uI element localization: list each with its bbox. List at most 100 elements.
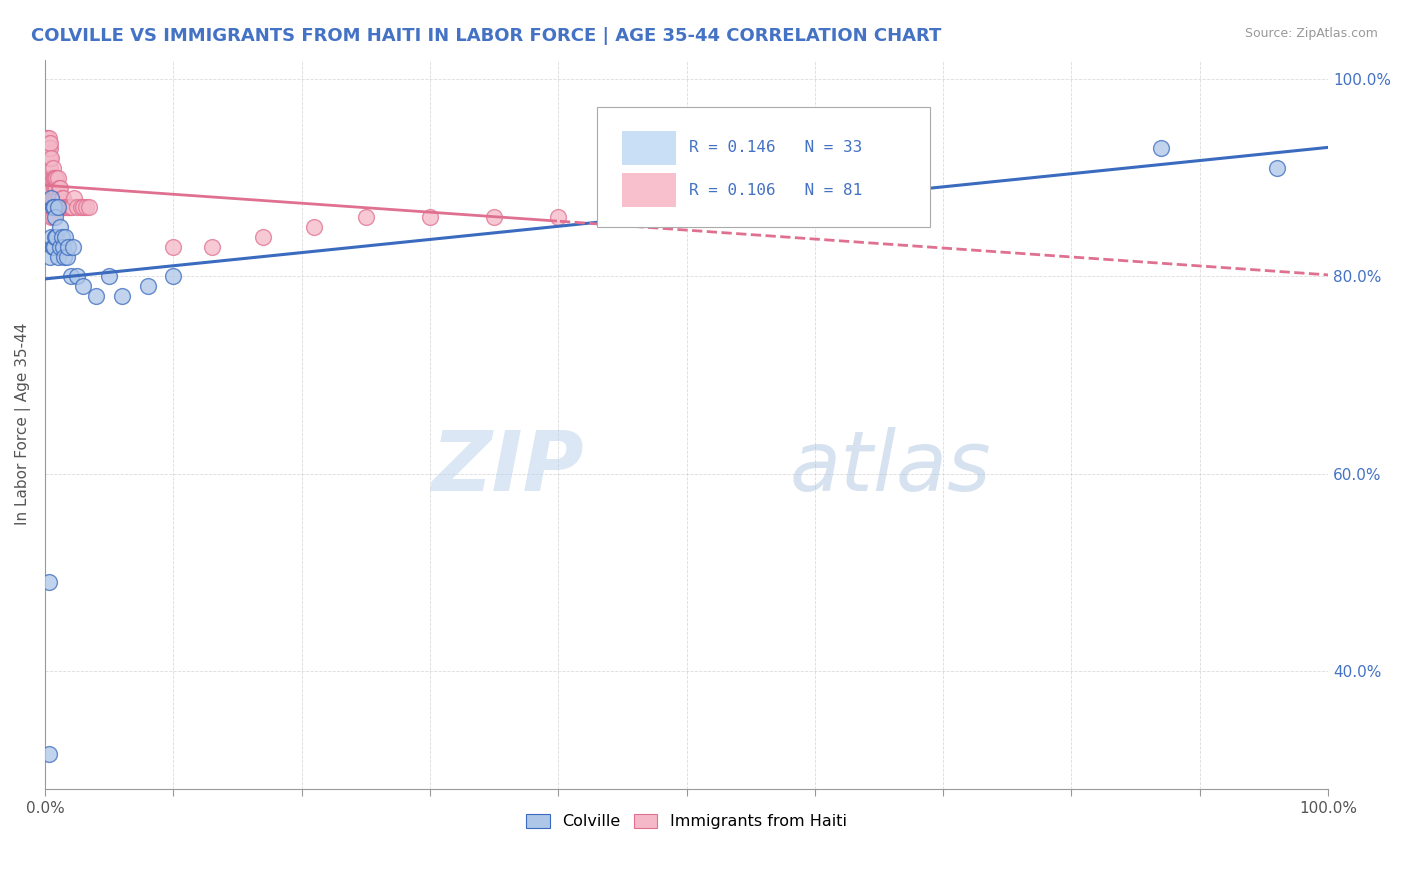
Point — [44, 190, 66, 204]
Point — [38, 747, 60, 762]
Point — [162, 269, 184, 284]
Point — [804, 201, 827, 215]
Point — [51, 230, 73, 244]
Point — [51, 190, 73, 204]
Point — [39, 136, 62, 151]
Point — [39, 190, 62, 204]
Point — [41, 201, 63, 215]
Point — [75, 201, 97, 215]
Point — [48, 180, 70, 194]
Point — [66, 201, 89, 215]
Point — [46, 201, 69, 215]
Point — [52, 190, 75, 204]
Point — [63, 190, 86, 204]
Point — [55, 201, 77, 215]
Point — [39, 170, 62, 185]
Text: ZIP: ZIP — [432, 427, 583, 508]
Point — [37, 161, 59, 175]
Text: COLVILLE VS IMMIGRANTS FROM HAITI IN LABOR FORCE | AGE 35-44 CORRELATION CHART: COLVILLE VS IMMIGRANTS FROM HAITI IN LAB… — [31, 27, 941, 45]
Point — [49, 240, 72, 254]
Point — [55, 250, 77, 264]
Point — [42, 180, 65, 194]
Point — [41, 211, 63, 225]
Point — [37, 131, 59, 145]
Point — [45, 170, 67, 185]
Point — [304, 220, 326, 235]
Point — [35, 131, 58, 145]
Point — [35, 136, 58, 151]
Point — [41, 170, 63, 185]
Point — [98, 269, 121, 284]
Y-axis label: In Labor Force | Age 35-44: In Labor Force | Age 35-44 — [15, 323, 31, 525]
Point — [136, 279, 159, 293]
Point — [44, 170, 66, 185]
Point — [46, 201, 69, 215]
Point — [55, 230, 77, 244]
Point — [162, 240, 184, 254]
Point — [56, 201, 79, 215]
Point — [46, 190, 69, 204]
Point — [72, 201, 94, 215]
Point — [41, 161, 63, 175]
FancyBboxPatch shape — [623, 131, 676, 165]
Point — [44, 230, 66, 244]
Point — [53, 201, 76, 215]
Point — [252, 230, 274, 244]
Point — [39, 151, 62, 165]
Text: R = 0.146   N = 33: R = 0.146 N = 33 — [689, 140, 862, 155]
Point — [45, 180, 67, 194]
Point — [39, 190, 62, 204]
Point — [45, 190, 67, 204]
Point — [42, 201, 65, 215]
Point — [1150, 141, 1173, 155]
Point — [354, 211, 377, 225]
Point — [58, 201, 80, 215]
Point — [547, 211, 569, 225]
Point — [44, 201, 66, 215]
Point — [38, 574, 60, 589]
Point — [38, 131, 60, 145]
Point — [38, 180, 60, 194]
Legend: Colville, Immigrants from Haiti: Colville, Immigrants from Haiti — [519, 807, 853, 836]
Point — [39, 180, 62, 194]
Point — [69, 201, 91, 215]
Point — [38, 151, 60, 165]
Point — [37, 151, 59, 165]
Point — [49, 201, 72, 215]
Text: Source: ZipAtlas.com: Source: ZipAtlas.com — [1244, 27, 1378, 40]
Point — [39, 141, 62, 155]
FancyBboxPatch shape — [623, 173, 676, 207]
Point — [46, 170, 69, 185]
Point — [45, 230, 67, 244]
Point — [48, 190, 70, 204]
Point — [42, 170, 65, 185]
Text: atlas: atlas — [789, 427, 991, 508]
Point — [39, 201, 62, 215]
Point — [201, 240, 224, 254]
Point — [39, 211, 62, 225]
Point — [35, 141, 58, 155]
Point — [62, 240, 84, 254]
Point — [39, 250, 62, 264]
Text: R = 0.106   N = 81: R = 0.106 N = 81 — [689, 183, 862, 198]
Point — [59, 269, 82, 284]
Point — [39, 201, 62, 215]
Point — [37, 136, 59, 151]
Point — [66, 269, 89, 284]
Point — [702, 201, 724, 215]
Point — [482, 211, 505, 225]
Point — [39, 180, 62, 194]
Point — [84, 289, 107, 303]
Point — [39, 230, 62, 244]
Point — [1265, 161, 1288, 175]
Point — [53, 250, 76, 264]
Point — [60, 201, 83, 215]
Point — [42, 190, 65, 204]
Point — [39, 151, 62, 165]
Point — [419, 211, 441, 225]
Point — [44, 180, 66, 194]
Point — [38, 161, 60, 175]
Point — [111, 289, 134, 303]
Point — [42, 240, 65, 254]
Point — [37, 170, 59, 185]
